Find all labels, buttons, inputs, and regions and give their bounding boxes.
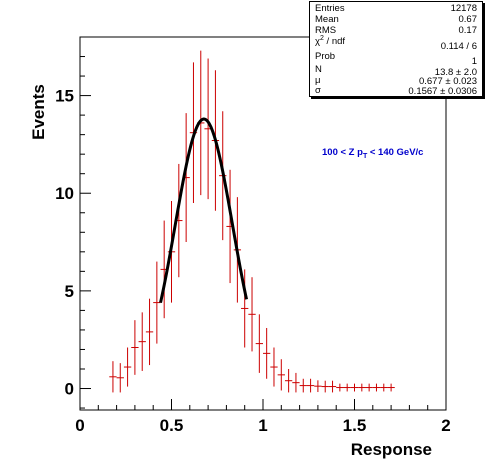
data-point [123,347,132,387]
data-point [138,312,146,371]
data-point [343,383,351,392]
x-tick-label: 1 [258,416,267,435]
stats-row-sigma: σ 0.1567 ± 0.0306 [315,85,477,97]
stats-mu-value: 0.677 ± 0.023 [418,76,477,87]
data-point [387,383,395,392]
data-point [153,261,161,344]
stats-row-n: N 13.8 ± 2.0 [315,64,477,78]
data-point [241,269,249,348]
data-point [248,277,256,352]
stats-chi2-ndf: / ndf [323,36,346,47]
gaussian-fit-curve [159,117,248,303]
stats-row-rms: RMS 0.17 [315,26,477,36]
data-point [116,363,124,393]
data-point [350,383,359,392]
data-point [284,368,293,393]
stats-box: Entries 12178 Mean 0.67 RMS 0.17 χ2 / nd… [309,1,483,97]
stats-prob-value: 1 [471,56,477,67]
y-tick-label: 5 [65,282,74,301]
stats-n-value: 13.8 ± 2.0 [434,67,477,78]
data-point [270,347,278,387]
y-axis-label: Events [29,84,48,140]
stats-rms-value: 0.17 [458,25,478,36]
stats-mu-label: μ [315,75,321,86]
data-point [372,383,381,392]
x-tick-label: 0 [75,416,84,435]
x-tick-label: 2 [441,416,450,435]
stats-mean-value: 0.67 [458,14,478,25]
stats-sigma-label: σ [315,85,321,96]
x-tick-label: 1.5 [343,416,367,435]
y-tick-label: 0 [65,380,74,399]
stats-row-mean: Mean 0.67 [315,15,477,25]
stats-row-mu: μ 0.677 ± 0.023 [315,75,477,87]
stats-sigma-value: 0.1567 ± 0.0306 [408,86,477,97]
data-point [263,327,271,379]
data-point [358,383,366,392]
stats-n-label: N [315,64,322,75]
data-point [336,383,344,392]
data-point [255,314,263,373]
stats-entries-value: 12178 [450,3,477,14]
data-point [277,359,285,391]
data-point [145,298,154,366]
selection-annotation: 100 < Z pT < 140 GeV/c [322,147,423,160]
data-point [299,378,307,393]
data-point [321,380,329,393]
stats-chi2-symbol: χ [315,36,320,47]
x-axis-label: Response [351,440,432,459]
data-point [314,380,322,393]
stats-prob-label: Prob [315,51,336,62]
stats-row-chi2: χ2 / ndf 0.114 / 6 [315,34,477,52]
stats-rms-label: RMS [315,25,337,36]
stats-row-entries: Entries 12178 [315,4,477,14]
stats-entries-label: Entries [315,3,345,14]
data-point [328,380,337,393]
data-point [380,383,388,392]
data-point [109,361,117,393]
data-point [131,320,139,375]
stats-row-prob: Prob 1 [315,51,477,67]
data-point [292,372,300,393]
y-tick-label: 10 [55,184,74,203]
stats-chi2-sup: 2 [320,34,324,42]
stats-chi2-value: 0.114 / 6 [440,41,477,52]
stats-chi2-label: χ2 / ndf [315,34,346,47]
data-point [306,378,315,393]
stats-mean-label: Mean [315,14,339,25]
y-tick-label: 15 [55,87,74,106]
data-point [365,383,373,392]
x-tick-label: 0.5 [160,416,184,435]
